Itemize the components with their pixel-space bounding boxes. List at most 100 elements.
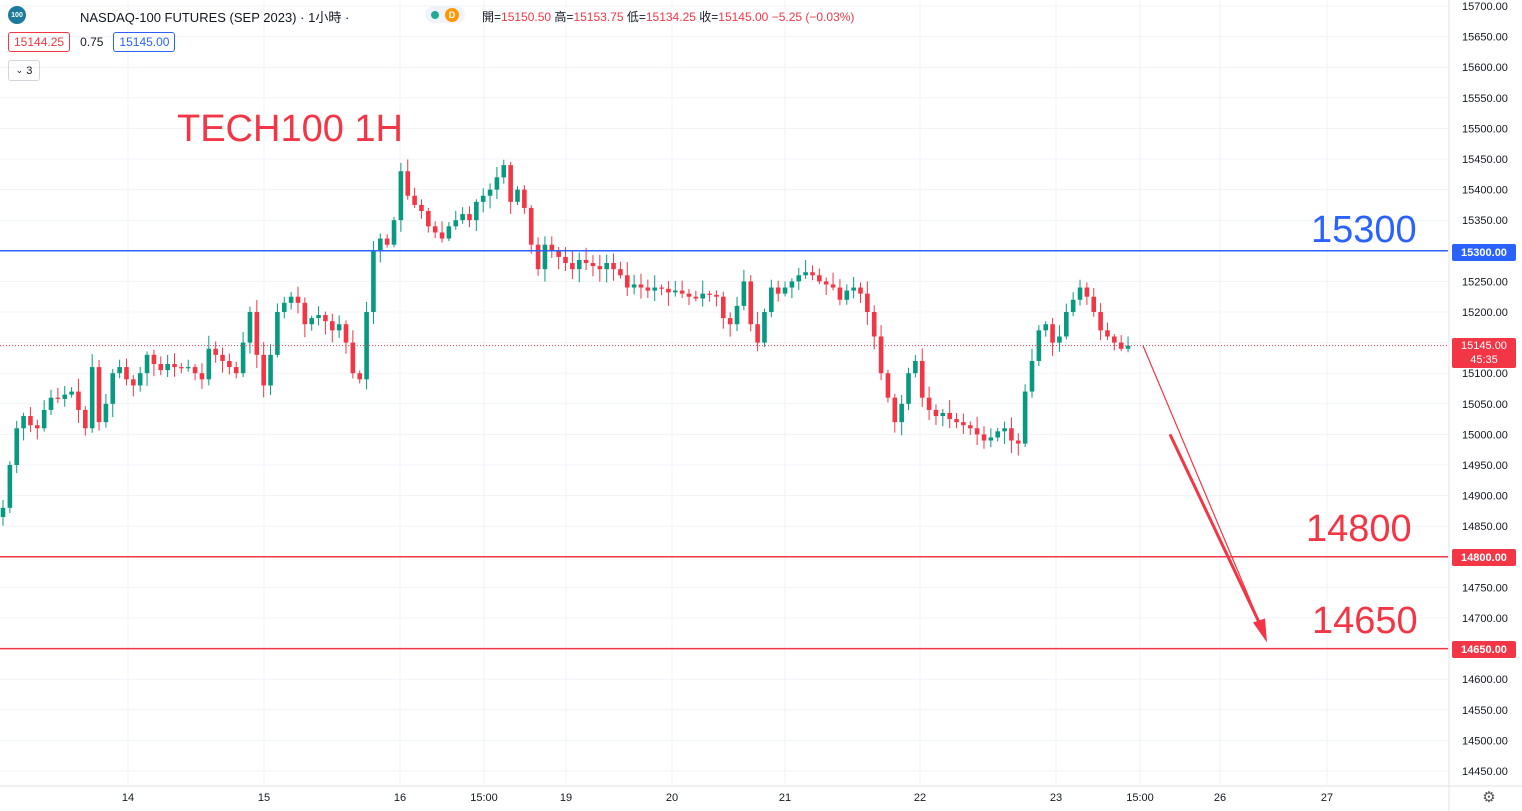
candle-body [426, 211, 431, 227]
settings-gear-icon[interactable]: ⚙ [1482, 789, 1496, 806]
candle [817, 268, 822, 285]
buy-button[interactable]: 15145.00 [113, 32, 176, 52]
candle [926, 386, 932, 421]
symbol-logo[interactable]: 100 [8, 6, 26, 24]
candle-body [604, 263, 609, 270]
candle-body [69, 391, 74, 395]
level-annotation-15300[interactable]: 15300 [1311, 209, 1417, 251]
candle-body [810, 272, 815, 276]
candle [316, 306, 321, 326]
candle-body [899, 403, 904, 423]
candle [192, 364, 198, 381]
candle [350, 330, 356, 379]
candle-body [1009, 428, 1014, 441]
price-tick-label: 15600.00 [1462, 62, 1508, 74]
low-label: 低= [626, 10, 646, 24]
market-status-badge[interactable]: D [425, 6, 465, 23]
price-tick-label: 15200.00 [1462, 307, 1508, 319]
candle [137, 366, 143, 392]
symbol-title[interactable]: NASDAQ-100 FUTURES (SEP 2023) · 1小時 · [80, 7, 349, 26]
candle-body [48, 397, 54, 410]
candle-body [576, 259, 582, 270]
candle [158, 356, 164, 376]
candle [837, 279, 843, 306]
candle [844, 284, 850, 305]
candle-body [721, 296, 726, 319]
candle-body [1043, 324, 1049, 331]
candle [1057, 325, 1062, 352]
candle-body [21, 416, 26, 429]
candle [988, 428, 994, 448]
candle [858, 282, 863, 304]
candle-body [1118, 342, 1124, 349]
candle-body [933, 409, 939, 417]
indicators-toggle-button[interactable]: ⌄ 3 [8, 60, 40, 81]
time-tick-label: 27 [1321, 792, 1333, 804]
candle [261, 342, 266, 398]
candle-body [501, 165, 507, 178]
candle [954, 412, 959, 429]
candle [172, 353, 177, 377]
price-tick-label: 15050.00 [1462, 399, 1508, 411]
candle-body [281, 302, 287, 312]
price-tick-label: 15700.00 [1462, 1, 1508, 13]
price-tick-label: 15550.00 [1462, 93, 1508, 105]
candle [638, 273, 644, 299]
level-annotation-14800[interactable]: 14800 [1306, 508, 1412, 550]
candle [631, 274, 637, 295]
candle [309, 315, 314, 331]
candle-body [940, 412, 946, 417]
candle [14, 420, 20, 474]
candle [892, 393, 898, 433]
candle-body [556, 250, 561, 257]
candle [343, 320, 349, 354]
time-tick-label: 19 [560, 792, 572, 804]
candle-body [55, 397, 61, 399]
candle [501, 159, 507, 184]
candle-body [803, 272, 808, 276]
bar-countdown: 45:35 [1470, 354, 1498, 366]
level-annotation-14650[interactable]: 14650 [1312, 600, 1418, 642]
interval-label[interactable]: 1小時 [308, 10, 342, 25]
candle-body [549, 244, 555, 251]
candle [528, 205, 534, 254]
candle [426, 207, 431, 233]
candle-body [762, 312, 767, 343]
candle [1105, 322, 1110, 340]
candle-body [570, 263, 575, 270]
candle [467, 206, 472, 228]
candle [35, 419, 40, 440]
candle-body [350, 342, 356, 374]
separator: · [300, 10, 305, 25]
candle [700, 280, 706, 307]
candle [769, 279, 774, 318]
change-value: −5.25 (−0.03%) [771, 10, 855, 24]
candle-body [247, 312, 253, 343]
price-tick-label: 15350.00 [1462, 215, 1508, 227]
candle-body [41, 409, 47, 429]
candle-body [611, 263, 616, 270]
candle-body [172, 364, 177, 368]
candle-body [1077, 287, 1083, 300]
price-tick-label: 14950.00 [1462, 460, 1508, 472]
candle [62, 385, 68, 407]
horizontal-lines[interactable] [0, 250, 1448, 650]
candle [611, 253, 616, 281]
time-axis[interactable]: 14 15 16 15:00 19 20 21 22 23 15:00 26 27 [0, 785, 1522, 804]
forecast-arrow[interactable] [1142, 345, 1267, 643]
candle-body [645, 287, 651, 291]
candle-body [775, 287, 781, 294]
candle-body [206, 348, 212, 380]
candle [906, 367, 911, 411]
sell-button[interactable]: 15144.25 [8, 32, 71, 52]
candle-body [494, 177, 500, 190]
candle [542, 236, 548, 282]
candle [974, 416, 980, 446]
candle [213, 341, 218, 363]
price-axis[interactable]: 14450.0014500.0014550.0014600.0014650.00… [1448, 0, 1508, 811]
candle [131, 375, 136, 397]
chart-title-annotation[interactable]: TECH100 1H [177, 108, 403, 150]
price-tick-label: 15400.00 [1462, 185, 1508, 197]
candle [371, 241, 376, 325]
